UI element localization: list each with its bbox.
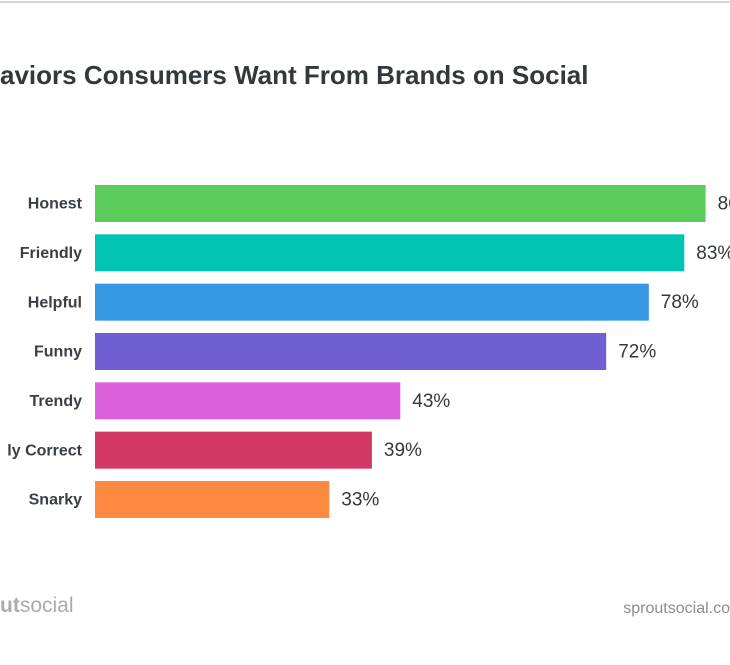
value-label: 43% [412, 391, 450, 412]
logo-bold: ut [0, 594, 20, 617]
logo: utsocial [0, 594, 74, 617]
value-label: 83% [696, 243, 730, 264]
category-label: Snarky [29, 492, 82, 509]
bar [95, 283, 649, 321]
category-label: Helpful [28, 294, 82, 311]
value-label: 78% [661, 292, 699, 313]
category-label: ly Correct [7, 442, 82, 459]
footer-url: sproutsocial.co [623, 600, 730, 617]
bar [95, 332, 607, 370]
value-label: 86% [718, 194, 730, 215]
value-label: 33% [341, 489, 379, 510]
value-label: 39% [384, 440, 422, 461]
category-label: Trendy [30, 393, 83, 410]
category-label: Honest [28, 196, 83, 213]
category-label: Friendly [20, 245, 82, 262]
bar [95, 382, 401, 420]
logo-light: social [20, 594, 74, 617]
chart-title: aviors Consumers Want From Brands on Soc… [0, 60, 589, 90]
bar [95, 480, 330, 518]
bar [95, 431, 372, 469]
category-label: Funny [34, 344, 82, 361]
value-label: 72% [618, 342, 656, 363]
bar [95, 234, 685, 272]
bar [95, 185, 706, 222]
